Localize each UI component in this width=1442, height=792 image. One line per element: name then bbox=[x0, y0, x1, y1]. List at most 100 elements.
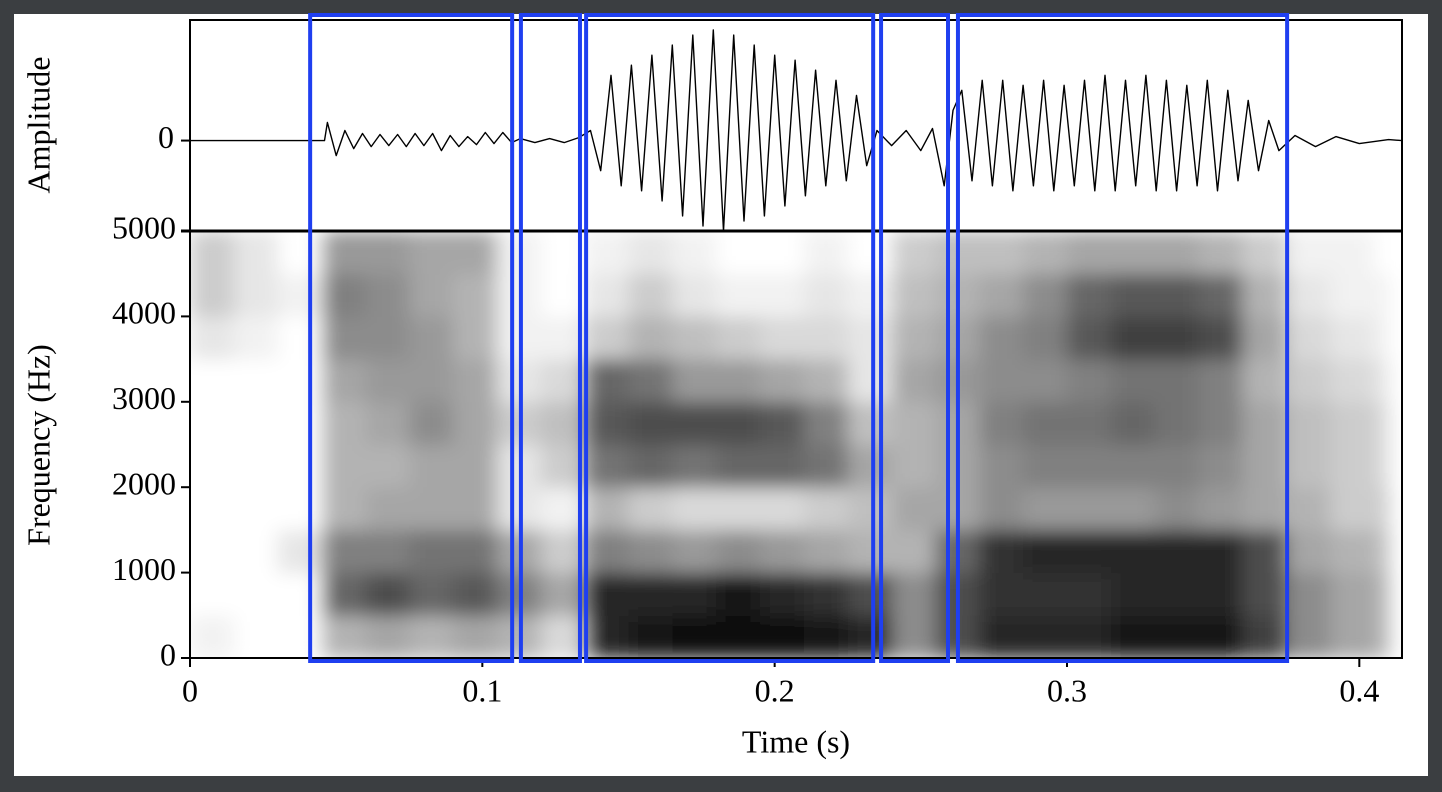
spectrogram-cell bbox=[277, 273, 323, 317]
spectrogram-cell bbox=[847, 444, 893, 488]
spectrogram-cell bbox=[716, 444, 761, 488]
spectrogram-cell bbox=[540, 487, 586, 531]
spectrogram-cell bbox=[1023, 572, 1068, 616]
spectrogram-cell bbox=[716, 487, 761, 531]
spectrogram-cell bbox=[1110, 359, 1156, 403]
spectrogram-cell bbox=[803, 231, 849, 275]
spectrogram-cell bbox=[233, 529, 279, 574]
spectrogram-cell bbox=[1066, 359, 1112, 403]
x-tick-label: 0.3 bbox=[1047, 672, 1087, 708]
spectrogram-cell bbox=[453, 572, 498, 616]
spectrogram-cell bbox=[1154, 572, 1200, 616]
spectrogram-cell bbox=[1066, 529, 1112, 574]
spectrogram-cell bbox=[672, 572, 717, 616]
spectrogram-cell bbox=[1154, 444, 1200, 488]
spectrogram-cell bbox=[847, 615, 893, 658]
spectrogram-cell bbox=[979, 572, 1024, 616]
spectrogram-cell bbox=[1198, 529, 1243, 574]
spectrogram-cell bbox=[628, 316, 673, 360]
spectrogram-cell bbox=[540, 572, 586, 616]
spectrogram-cell bbox=[891, 487, 936, 531]
spectrogram-cell bbox=[979, 401, 1024, 445]
spectrogram-cell bbox=[891, 316, 936, 360]
spectrogram-cell bbox=[803, 444, 849, 488]
spectrogram-cell bbox=[628, 231, 673, 275]
spectrogram-cell bbox=[233, 487, 279, 531]
spectrogram-cell bbox=[672, 231, 717, 275]
spectrogram-cell bbox=[716, 231, 761, 275]
spectrogram-cell bbox=[540, 273, 586, 317]
spectrogram-cell bbox=[1110, 401, 1156, 445]
spectrogram-cell bbox=[584, 487, 629, 531]
segment-box bbox=[584, 13, 876, 663]
spectrogram-cell bbox=[1023, 615, 1068, 658]
segment-box bbox=[955, 13, 1290, 663]
spectrogram-cell bbox=[584, 444, 629, 488]
spectrogram-cell bbox=[760, 401, 805, 445]
spectrogram-cell bbox=[365, 401, 410, 445]
spectrogram-cell bbox=[321, 444, 366, 488]
spectrogram-cell bbox=[716, 572, 761, 616]
spectrogram-cell bbox=[277, 487, 323, 531]
spectrogram-cell bbox=[584, 273, 629, 317]
y-axis-label: Amplitude bbox=[20, 57, 56, 194]
spectrogram-cell bbox=[760, 316, 805, 360]
spectrogram-cell bbox=[628, 572, 673, 616]
spectrogram-cell bbox=[1286, 231, 1331, 275]
spectrogram-cell bbox=[1198, 401, 1243, 445]
spectrogram-cell bbox=[1242, 487, 1287, 531]
spectrogram-cell bbox=[1110, 487, 1156, 531]
spectrogram-cell bbox=[716, 359, 761, 403]
spectrogram-cell bbox=[979, 529, 1024, 574]
y-tick-label: 4000 bbox=[112, 295, 176, 331]
spectrogram-cell bbox=[409, 487, 454, 531]
y-tick-label: 2000 bbox=[112, 466, 176, 502]
spectrogram-cell bbox=[584, 572, 629, 616]
spectrogram-cell bbox=[321, 529, 366, 574]
spectrogram-cell bbox=[409, 572, 454, 616]
spectrogram-cell bbox=[540, 444, 586, 488]
spectrogram-cell bbox=[409, 359, 454, 403]
spectrogram-cell bbox=[233, 359, 279, 403]
spectrogram-cell bbox=[1286, 359, 1331, 403]
spectrogram-cell bbox=[1373, 529, 1390, 574]
spectrogram-cell bbox=[1198, 359, 1243, 403]
spectrogram-cell bbox=[453, 444, 498, 488]
spectrogram-cell bbox=[584, 401, 629, 445]
spectrogram-cell bbox=[365, 615, 410, 658]
spectrogram-cell bbox=[628, 529, 673, 574]
x-tick-label: 0.4 bbox=[1339, 672, 1379, 708]
spectrogram-cell bbox=[1330, 359, 1375, 403]
spectrogram-cell bbox=[1373, 401, 1390, 445]
spectrogram-cell bbox=[321, 615, 366, 658]
spectrogram-cell bbox=[1373, 316, 1390, 360]
spectrogram-cell bbox=[1198, 444, 1243, 488]
spectrogram-cell bbox=[1066, 615, 1112, 658]
spectrogram-cell bbox=[979, 231, 1024, 275]
spectrogram-cell bbox=[365, 273, 410, 317]
spectrogram-cell bbox=[1242, 231, 1287, 275]
spectrogram-cell bbox=[453, 273, 498, 317]
spectrogram-cell bbox=[233, 572, 279, 616]
spectrogram-cell bbox=[672, 359, 717, 403]
spectrogram-cell bbox=[1373, 359, 1390, 403]
spectrogram-cell bbox=[1110, 572, 1156, 616]
spectrogram-cell bbox=[979, 359, 1024, 403]
spectrogram-cell bbox=[1330, 529, 1375, 574]
spectrogram-cell bbox=[1110, 316, 1156, 360]
spectrogram-cell bbox=[760, 444, 805, 488]
spectrogram-cell bbox=[365, 487, 410, 531]
spectrogram-cell bbox=[1198, 231, 1243, 275]
spectrogram-cell bbox=[672, 529, 717, 574]
spectrogram-cell bbox=[628, 444, 673, 488]
spectrogram-cell bbox=[1154, 231, 1200, 275]
spectrogram-cell bbox=[1330, 273, 1375, 317]
spectrogram-cell bbox=[1373, 231, 1390, 275]
spectrogram-cell bbox=[365, 359, 410, 403]
spectrogram-cell bbox=[891, 615, 936, 658]
spectrogram-cell bbox=[1330, 615, 1375, 658]
segment-box bbox=[879, 13, 951, 663]
spectrogram-cell bbox=[716, 615, 761, 658]
